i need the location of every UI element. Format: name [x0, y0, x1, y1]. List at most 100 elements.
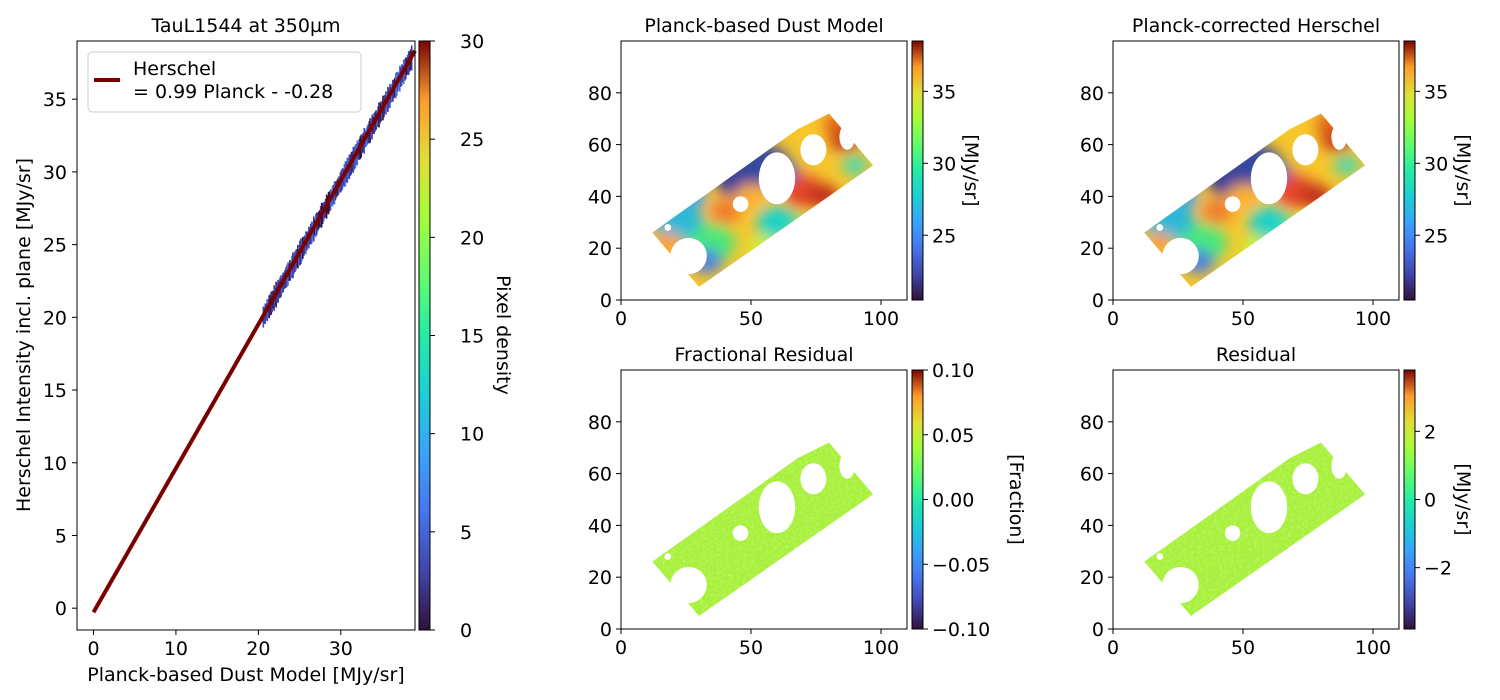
map-title: Residual [1216, 344, 1296, 366]
colorbar-tick-label: −0.10 [932, 619, 990, 641]
colorbar-tick-label: 15 [460, 326, 484, 348]
scatter-plot-frame [76, 40, 416, 631]
x-tick-label: 0 [1107, 637, 1119, 659]
masked-region [1250, 152, 1288, 205]
colorbar-tick-label: 5 [460, 522, 472, 544]
y-tick-label: 40 [1080, 515, 1104, 537]
map-image [652, 442, 874, 617]
x-tick-label: 20 [246, 638, 270, 660]
colorbar-tick-label: 35 [932, 81, 956, 103]
y-tick-label: 35 [43, 89, 67, 111]
masked-region [1250, 481, 1288, 534]
x-tick-label: 50 [739, 308, 763, 330]
map-frame [620, 369, 908, 630]
colorbar-tick-label: 25 [932, 225, 956, 247]
map-colorbar: 0.10 0.05 0.00 −0.05 −0.10 [Fraction] [911, 360, 1027, 641]
x-tick-label: 100 [1355, 637, 1391, 659]
x-tick-label: 0 [1107, 308, 1119, 330]
colorbar-gradient [1403, 40, 1416, 301]
y-tick-label: 5 [55, 525, 67, 547]
colorbar-tick-label: 0.10 [932, 360, 974, 382]
x-tick-label: 30 [329, 638, 353, 660]
x-tick-label: 100 [863, 308, 899, 330]
colorbar-tick-label: 25 [1424, 225, 1448, 247]
x-tick-label: 100 [863, 637, 899, 659]
map-image [1144, 113, 1366, 288]
map-feature [808, 183, 840, 209]
masked-region [1224, 196, 1241, 212]
y-tick-label: 0 [600, 619, 612, 641]
masked-region [670, 237, 707, 275]
y-tick-label: 60 [1080, 464, 1104, 486]
map-feature [1248, 205, 1290, 239]
y-tick-label: 40 [588, 186, 612, 208]
map-feature [1315, 113, 1342, 135]
colorbar-label: Pixel density [492, 275, 514, 395]
y-tick-label: 0 [1092, 619, 1104, 641]
map-feature [1282, 218, 1319, 248]
colorbar-ticks: 0 5 10 15 20 25 30 [430, 31, 484, 642]
map-image [1144, 442, 1366, 617]
map-panel: Planck-based Dust Model 0 50 100 0 20 40 60 80 25… [588, 15, 982, 330]
masked-region [839, 123, 855, 150]
masked-region [670, 566, 707, 604]
colorbar-tick-label: −0.05 [932, 554, 990, 576]
x-tick-label: 100 [1355, 308, 1391, 330]
masked-region [732, 525, 749, 541]
map-image [652, 113, 874, 288]
scatter-y-label: Herschel Intensity incl. plane [MJy/sr] [13, 158, 35, 512]
x-tick-label: 50 [1231, 637, 1255, 659]
colorbar-tick-label: 0 [1424, 490, 1436, 512]
y-tick-label: 0 [55, 598, 67, 620]
map-panel: Planck-corrected Herschel 0 50 100 0 20 40 60 80… [1080, 15, 1474, 330]
masked-region [664, 224, 672, 231]
x-tick-label: 50 [739, 637, 763, 659]
y-tick-label: 20 [1080, 567, 1104, 589]
y-tick-label: 0 [600, 290, 612, 312]
y-tick-label: 60 [1080, 135, 1104, 157]
masked-region [1292, 463, 1319, 495]
y-tick-label: 80 [588, 83, 612, 105]
y-tick-label: 20 [43, 307, 67, 329]
y-tick-label: 15 [43, 380, 67, 402]
map-colorbar: 2 0 −2 [MJy/sr] [1403, 369, 1474, 630]
colorbar-label: [MJy/sr] [1452, 134, 1474, 206]
colorbar-tick-label: 25 [460, 129, 484, 151]
x-tick-label: 0 [615, 308, 627, 330]
legend-box [87, 51, 362, 113]
scatter-x-ticks: 0 10 20 30 [87, 630, 353, 660]
y-tick-label: 20 [588, 238, 612, 260]
pixel-density-colorbar: 0 5 10 15 20 25 30 Pixel density [418, 31, 514, 642]
map-feature [1334, 154, 1360, 176]
colorbar-tick-label: 35 [1424, 81, 1448, 103]
y-tick-label: 80 [588, 412, 612, 434]
map-frame [1112, 369, 1400, 630]
y-tick-label: 0 [1092, 290, 1104, 312]
masked-region [1156, 224, 1164, 231]
legend-entry-fit: = 0.99 Planck - -0.28 [133, 81, 333, 103]
masked-region [1331, 452, 1347, 479]
colorbar-tick-label: 20 [460, 227, 484, 249]
masked-region [758, 152, 796, 205]
colorbar-label: [MJy/sr] [960, 134, 982, 206]
map-feature [1240, 235, 1272, 261]
fit-line [91, 49, 417, 614]
map-feature [823, 113, 850, 135]
scatter-title: TauL1544 at 350µm [150, 15, 340, 37]
x-tick-label: 0 [87, 638, 99, 660]
masked-region [1162, 566, 1199, 604]
y-tick-label: 30 [43, 162, 67, 184]
map-feature [1172, 186, 1199, 207]
y-tick-label: 25 [43, 235, 67, 257]
map-feature [1300, 183, 1332, 209]
scatter-legend: Herschel = 0.99 Planck - -0.28 [87, 51, 362, 113]
masked-region [664, 553, 672, 560]
colorbar-label: [MJy/sr] [1452, 463, 1474, 535]
scatter-x-label: Planck-based Dust Model [MJy/sr] [87, 664, 404, 686]
colorbar-tick-label: 10 [460, 424, 484, 446]
y-tick-label: 60 [588, 464, 612, 486]
map-frame [1112, 40, 1400, 301]
